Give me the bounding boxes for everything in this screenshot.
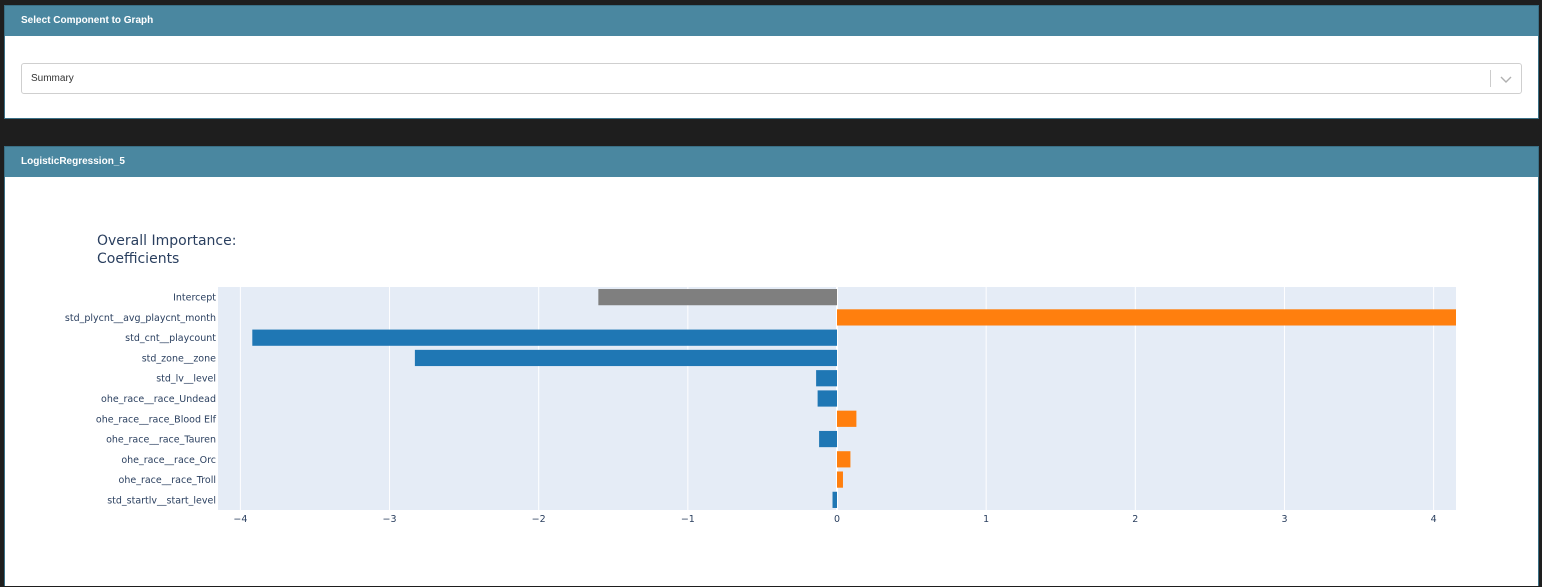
- x-tick-label: −3: [383, 514, 397, 525]
- coefficients-chart: Overall Importance: Coefficients Interce…: [65, 233, 1456, 525]
- y-tick-label: ohe_race__race_Troll: [119, 475, 216, 486]
- component-selector-card: Select Component to Graph Summary: [4, 5, 1539, 119]
- y-tick-label: std_zone__zone: [142, 353, 216, 364]
- chart-card: LogisticRegression_5 Overall Importance:…: [4, 146, 1539, 586]
- y-tick-label: std_cnt__playcount: [125, 333, 216, 344]
- chart-card-header: LogisticRegression_5: [5, 147, 1538, 177]
- coefficient-bar[interactable]: [837, 471, 843, 488]
- x-tick-label: −2: [532, 514, 546, 525]
- x-tick-label: 4: [1431, 514, 1437, 525]
- y-tick-label: std_plycnt__avg_playcnt_month: [65, 313, 216, 324]
- chart-title-line-2: Coefficients: [97, 251, 179, 267]
- coefficient-bar[interactable]: [837, 451, 851, 468]
- component-selector-header: Select Component to Graph: [5, 6, 1538, 36]
- x-tick-label: 3: [1281, 514, 1287, 525]
- coefficient-bar[interactable]: [832, 491, 837, 508]
- y-tick-label: ohe_race__race_Tauren: [106, 435, 216, 446]
- coefficient-bar[interactable]: [816, 370, 837, 387]
- coefficient-bar[interactable]: [252, 329, 837, 346]
- coefficient-bar[interactable]: [817, 390, 837, 407]
- chevron-down-icon[interactable]: [1499, 72, 1513, 86]
- coefficient-bar[interactable]: [598, 289, 837, 306]
- x-tick-label: 0: [834, 514, 840, 525]
- dropdown-separator: [1490, 70, 1491, 87]
- selected-component-value: Summary: [31, 73, 74, 84]
- component-select-dropdown[interactable]: Summary: [21, 63, 1522, 94]
- coefficient-bar[interactable]: [819, 430, 837, 448]
- y-tick-label: ohe_race__race_Undead: [101, 394, 216, 405]
- chart-title-line-1: Overall Importance:: [97, 233, 236, 249]
- y-tick-label: std_lv__level: [156, 374, 216, 385]
- x-tick-label: 2: [1132, 514, 1138, 525]
- coefficient-bar[interactable]: [414, 349, 837, 367]
- y-tick-label: ohe_race__race_Orc: [121, 455, 216, 466]
- x-tick-label: −4: [233, 514, 247, 525]
- y-tick-label: ohe_race__race_Blood Elf: [96, 414, 217, 425]
- y-tick-label: Intercept: [173, 293, 216, 304]
- x-tick-label: 1: [983, 514, 989, 525]
- x-tick-label: −1: [681, 514, 695, 525]
- coefficient-bar[interactable]: [837, 410, 857, 427]
- coefficient-bar[interactable]: [837, 309, 1456, 326]
- y-tick-label: std_startlv__start_level: [107, 495, 216, 506]
